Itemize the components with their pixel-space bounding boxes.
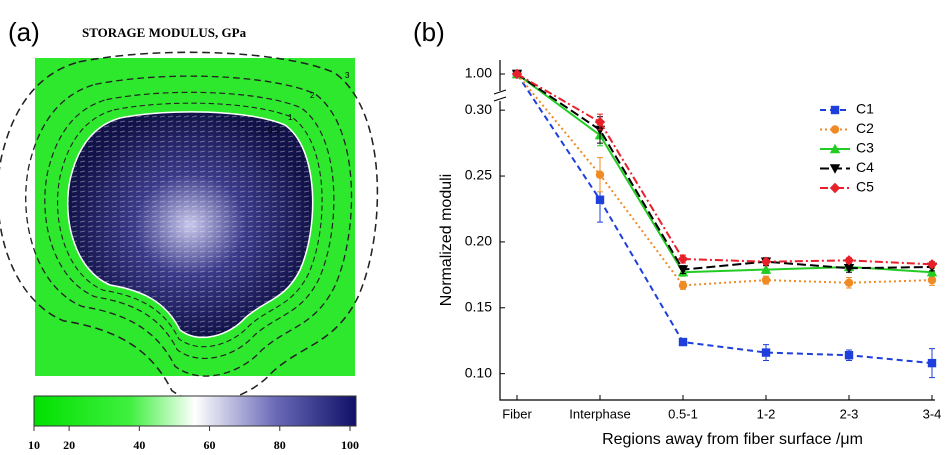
series-line	[516, 73, 933, 266]
legend-label: C2	[856, 120, 874, 136]
y-tick-label: 0.30	[465, 101, 492, 117]
colorbar-tick-label: 10	[28, 438, 40, 452]
x-tick-label: 2-3	[840, 406, 859, 421]
colorbar	[33, 395, 357, 427]
contour-label: 2	[310, 91, 315, 100]
axis-break	[493, 89, 507, 102]
panel-label: (b)	[413, 17, 445, 47]
axis-frame	[499, 60, 935, 401]
series-line	[516, 73, 933, 271]
colorbar-tick-label: 100	[341, 438, 359, 452]
contour-label: 1	[288, 113, 293, 122]
y-tick-label: 0.20	[465, 233, 492, 249]
map-title: STORAGE MODULUS, GPa	[82, 25, 247, 40]
y-tick-label: 0.15	[465, 298, 492, 314]
x-tick-label: Interphase	[569, 406, 630, 421]
marker	[927, 358, 937, 368]
marker	[760, 256, 772, 267]
colorbar-tick-label: 40	[133, 438, 145, 452]
marker	[760, 264, 772, 274]
marker	[844, 278, 854, 287]
marker	[595, 170, 605, 179]
legend-label: C3	[856, 140, 874, 156]
marker	[677, 265, 689, 275]
marker	[678, 281, 688, 290]
legend-label: C5	[856, 179, 874, 195]
colorbar-tick-label: 60	[204, 438, 216, 452]
marker	[830, 125, 840, 134]
colorbar-tick-label: 80	[274, 438, 286, 452]
x-tick-label: 0.5-1	[668, 406, 698, 421]
marker	[843, 255, 855, 266]
contour-label: 0.5	[268, 126, 280, 135]
series-line	[516, 73, 933, 365]
marker	[678, 337, 688, 347]
marker	[595, 195, 605, 204]
marker	[829, 164, 841, 174]
y-axis-label: Normalized moduli	[438, 174, 455, 307]
x-axis-label: Regions away from fiber surface /μm	[602, 431, 863, 448]
marker	[511, 68, 523, 80]
series-line	[516, 73, 933, 287]
panel-label: (a)	[8, 17, 40, 47]
marker	[844, 351, 854, 360]
marker	[843, 264, 855, 274]
x-tick-label: 3-4	[923, 406, 942, 421]
marker	[761, 275, 771, 285]
colorbar-tick-label: 20	[63, 438, 75, 452]
legend-label: C4	[856, 159, 874, 175]
x-tick-label: 1-2	[757, 406, 776, 421]
y-tick-label: 0.10	[465, 364, 492, 380]
marker	[926, 259, 938, 270]
marker	[829, 143, 841, 154]
marker	[927, 275, 937, 285]
marker	[677, 253, 689, 265]
marker	[761, 348, 771, 357]
marker	[830, 105, 840, 115]
x-tick-label: Fiber	[502, 406, 532, 421]
marker	[594, 116, 606, 128]
legend-label: C1	[856, 101, 874, 117]
y-tick-label: 1.00	[465, 65, 492, 81]
contour-label: 3	[345, 71, 350, 80]
modulus-map	[0, 51, 379, 403]
marker	[829, 182, 841, 194]
y-tick-label: 0.25	[465, 167, 492, 183]
